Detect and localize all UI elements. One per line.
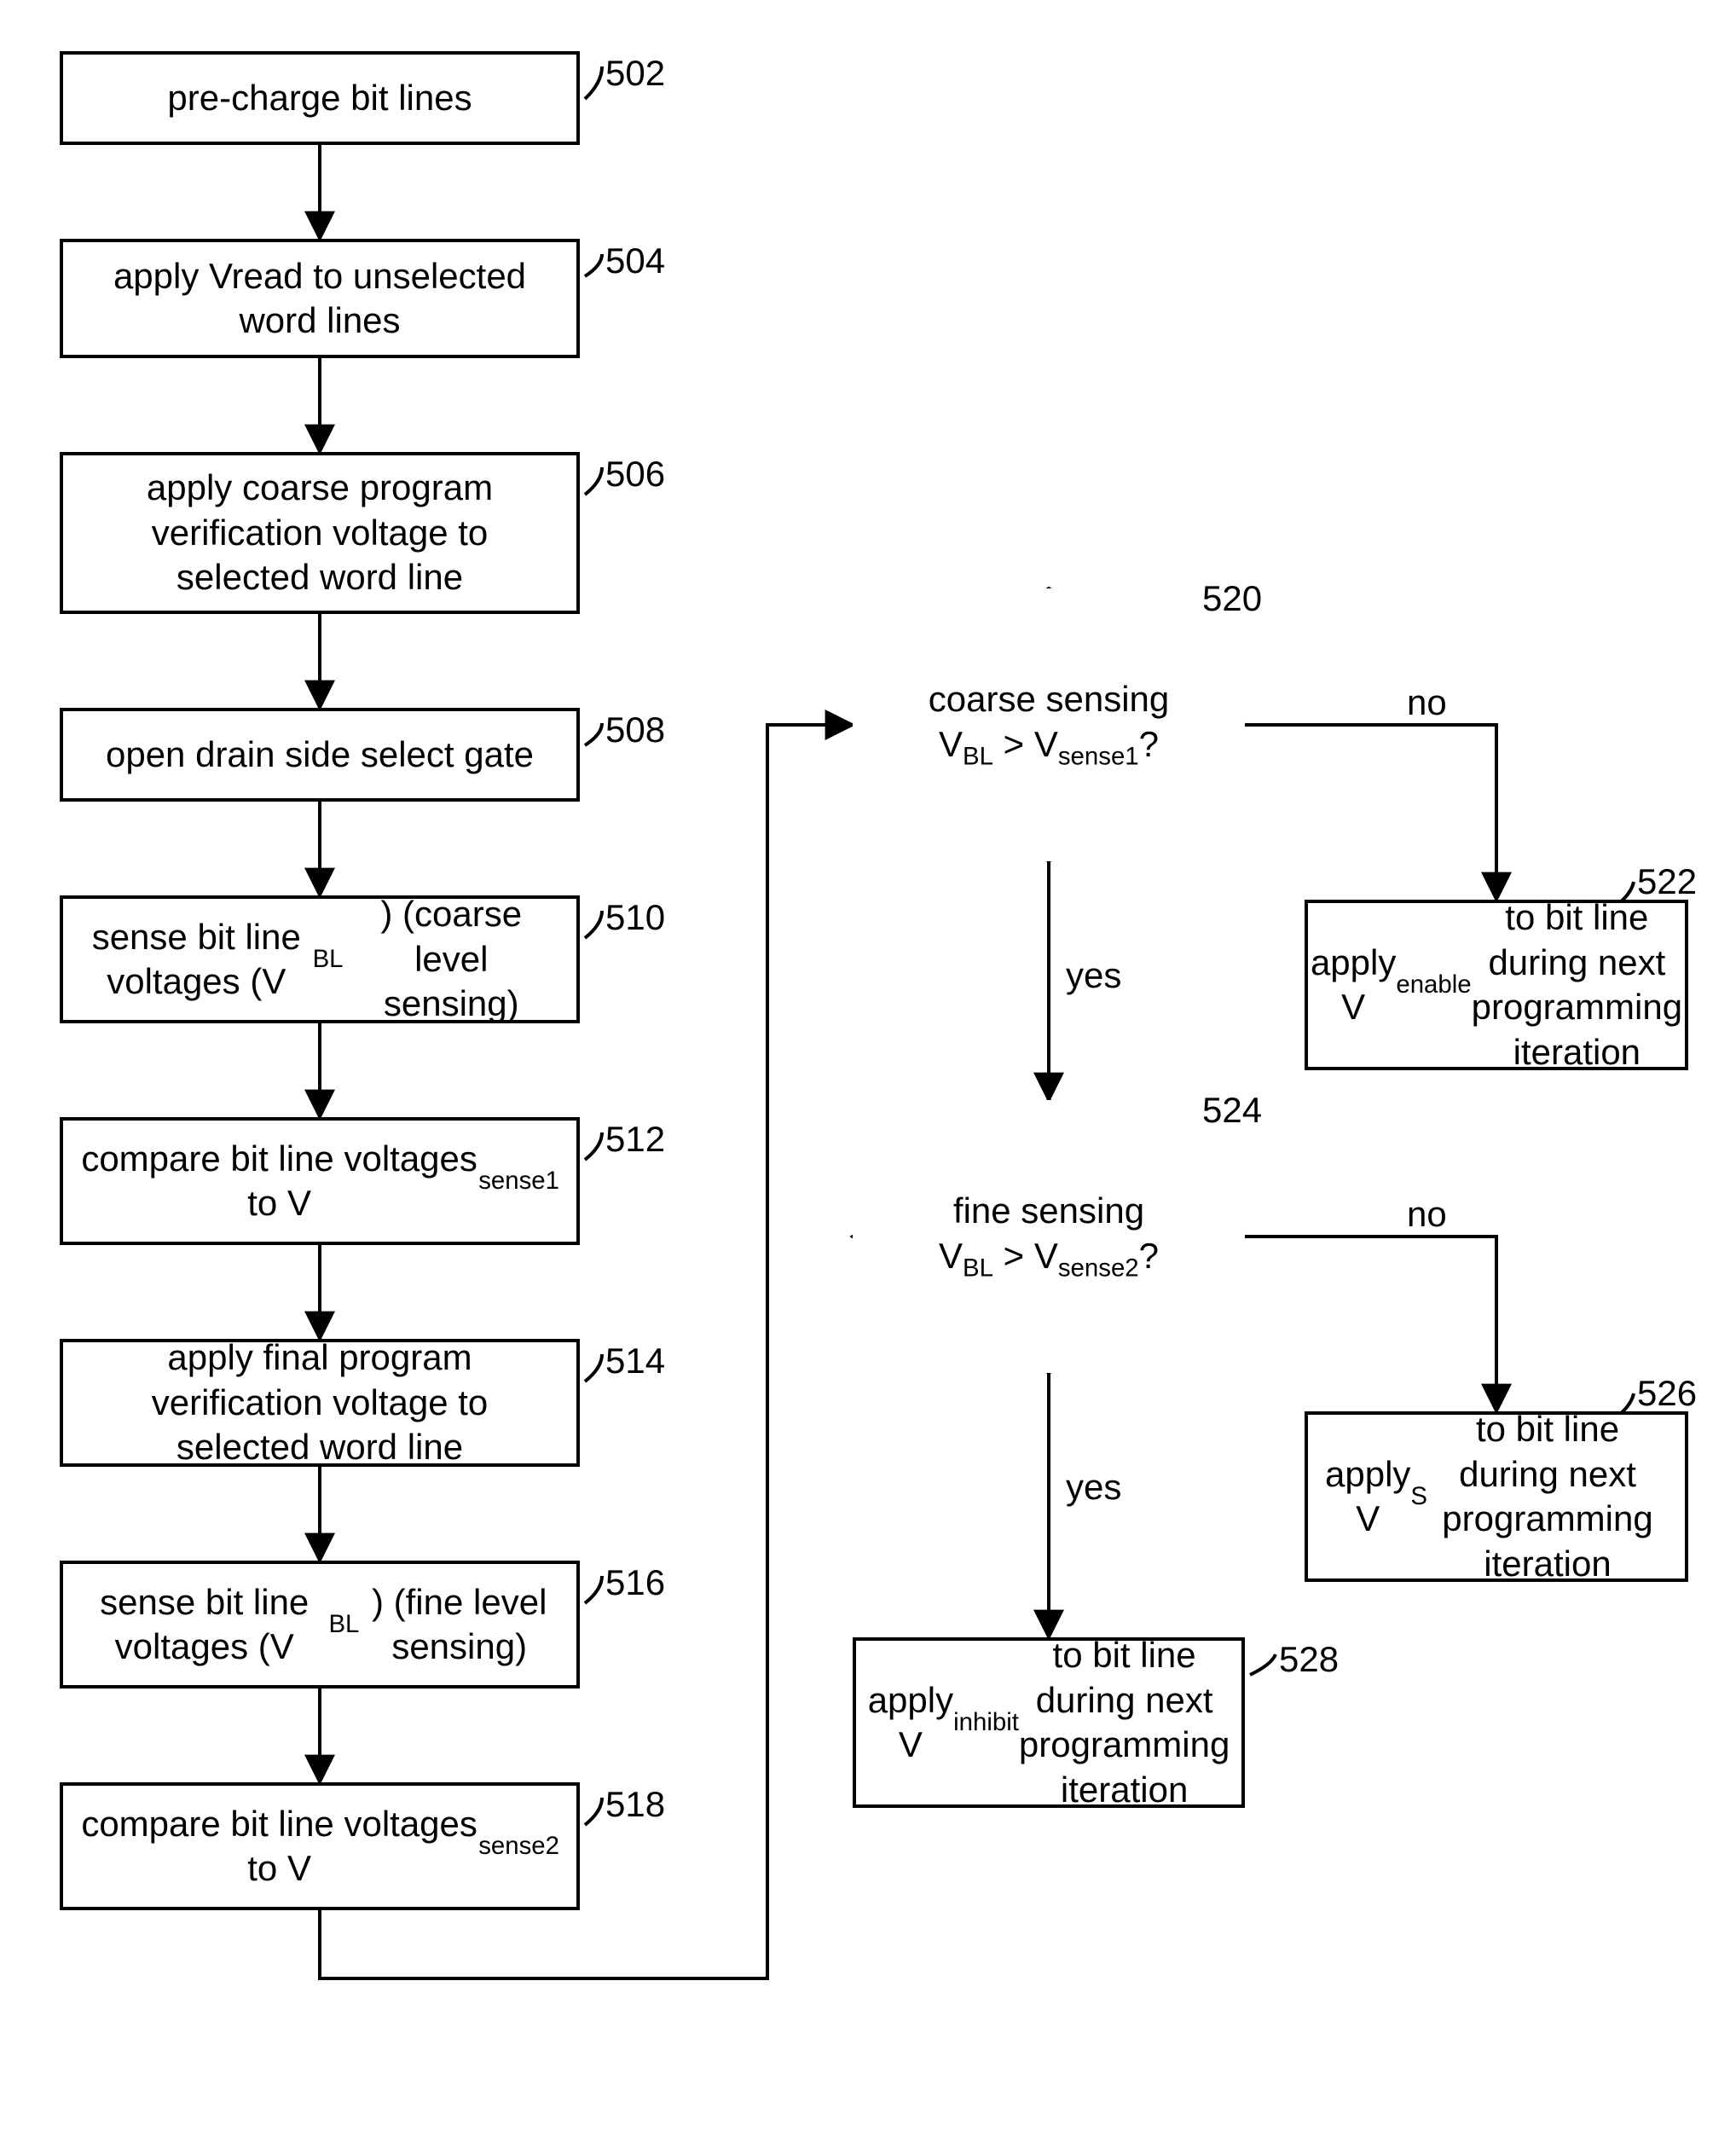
process-504: apply Vread to unselected word lines bbox=[60, 239, 580, 358]
process-528: apply Vinhibit to bit line during next p… bbox=[853, 1637, 1245, 1808]
decision-520: coarse sensingVBL > Vsense1? bbox=[853, 588, 1245, 861]
ref-510: 510 bbox=[605, 897, 665, 938]
process-516: sense bit line voltages (VBL) (fine leve… bbox=[60, 1561, 580, 1688]
edge-label: no bbox=[1407, 682, 1447, 723]
ref-506: 506 bbox=[605, 454, 665, 495]
process-506: apply coarse program verification voltag… bbox=[60, 452, 580, 614]
ref-524: 524 bbox=[1202, 1090, 1262, 1131]
ref-508: 508 bbox=[605, 710, 665, 750]
process-522: apply Venable to bit line during next pr… bbox=[1305, 900, 1688, 1070]
ref-512: 512 bbox=[605, 1119, 665, 1160]
process-512: compare bit line voltages to Vsense1 bbox=[60, 1117, 580, 1245]
edge-label: yes bbox=[1066, 1467, 1121, 1508]
ref-516: 516 bbox=[605, 1562, 665, 1603]
ref-518: 518 bbox=[605, 1784, 665, 1825]
decision-520-label: coarse sensingVBL > Vsense1? bbox=[929, 677, 1170, 773]
process-510: sense bit line voltages (VBL) (coarse le… bbox=[60, 895, 580, 1023]
ref-504: 504 bbox=[605, 240, 665, 281]
ref-502: 502 bbox=[605, 53, 665, 94]
ref-514: 514 bbox=[605, 1341, 665, 1382]
process-518: compare bit line voltages to Vsense2 bbox=[60, 1782, 580, 1910]
process-526: apply VS to bit line during next program… bbox=[1305, 1411, 1688, 1582]
ref-520: 520 bbox=[1202, 578, 1262, 619]
ref-522: 522 bbox=[1637, 861, 1697, 902]
ref-526: 526 bbox=[1637, 1373, 1697, 1414]
flowchart-canvas: pre-charge bit lines 502 apply Vread to un… bbox=[0, 0, 1736, 2149]
process-508: open drain side select gate bbox=[60, 708, 580, 802]
ref-528: 528 bbox=[1279, 1639, 1339, 1680]
edge-label: no bbox=[1407, 1194, 1447, 1235]
process-502: pre-charge bit lines bbox=[60, 51, 580, 145]
edge-label: yes bbox=[1066, 955, 1121, 996]
decision-524-label: fine sensingVBL > Vsense2? bbox=[939, 1189, 1159, 1284]
process-514: apply final program verification voltage… bbox=[60, 1339, 580, 1467]
decision-524: fine sensingVBL > Vsense2? bbox=[853, 1100, 1245, 1373]
